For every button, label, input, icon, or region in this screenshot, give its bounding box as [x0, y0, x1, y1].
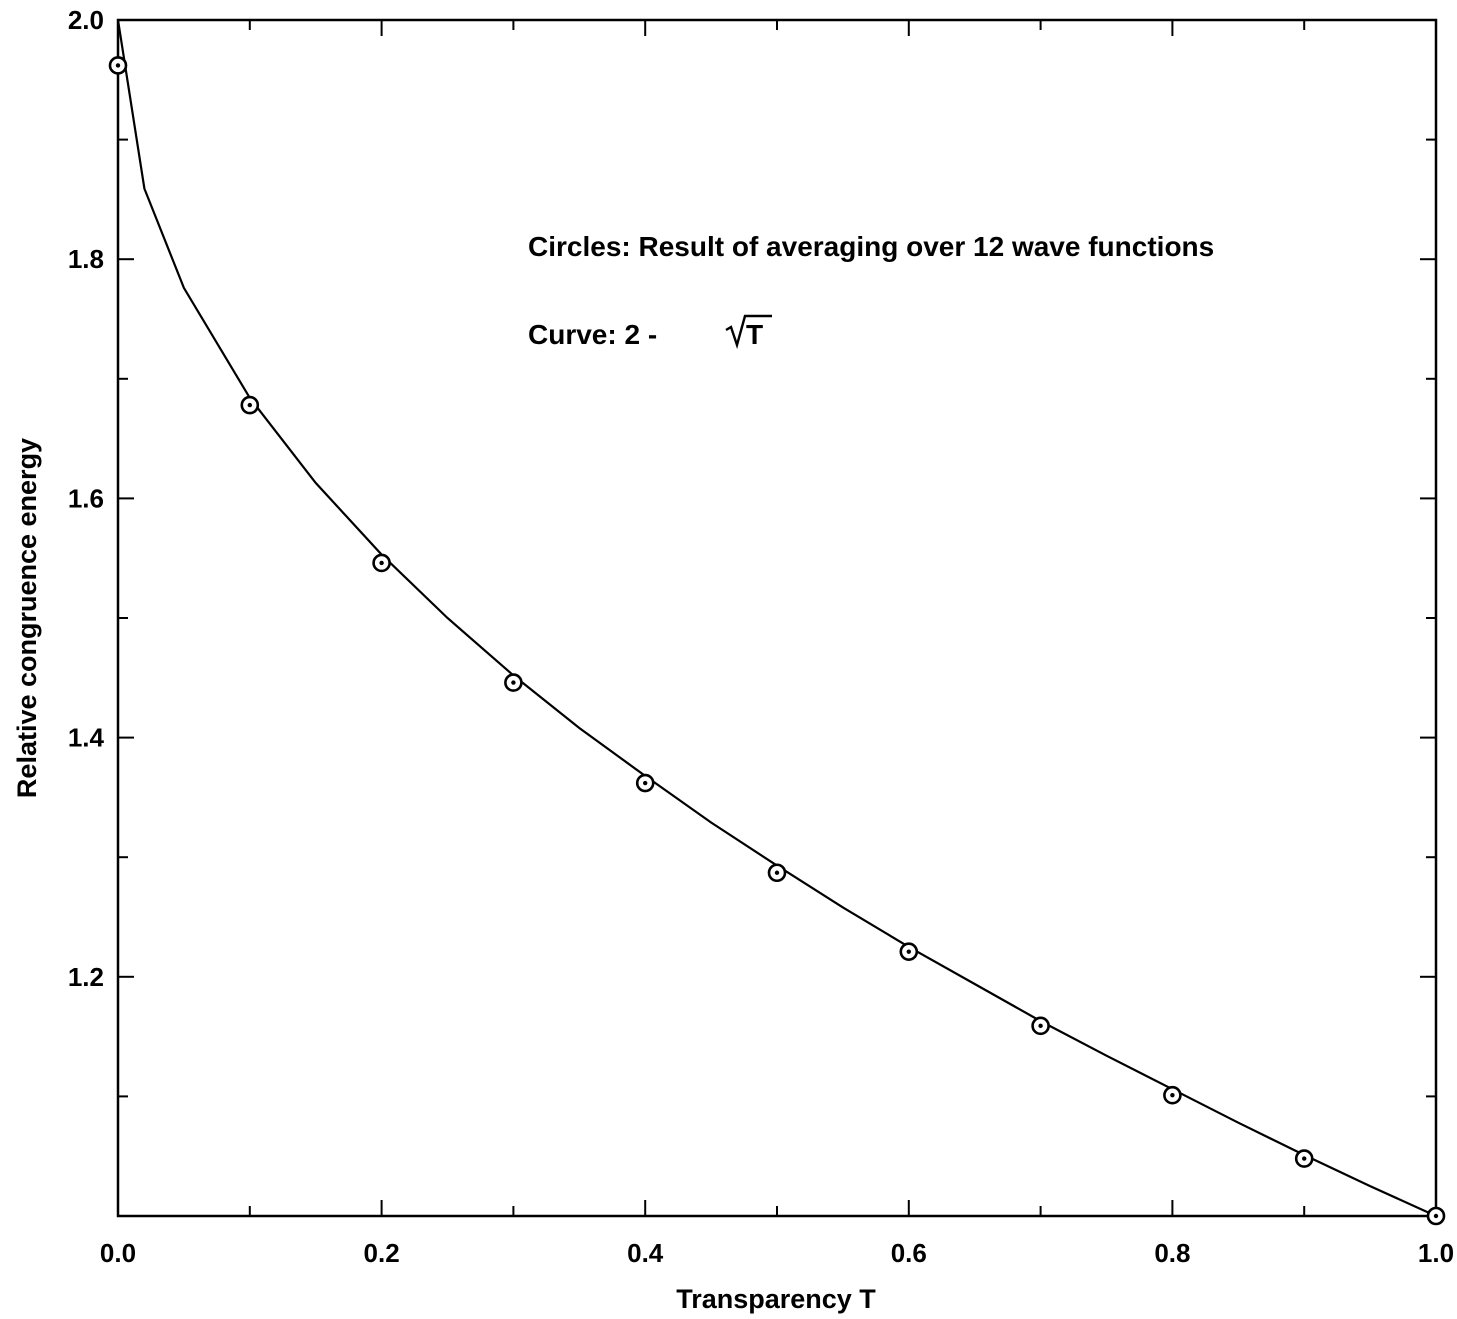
data-point	[899, 942, 919, 961]
y-tick-label: 1.2	[68, 962, 104, 992]
data-point-center	[511, 680, 516, 685]
x-axis-title: Transparency T	[676, 1284, 876, 1314]
data-point-center	[1302, 1156, 1307, 1161]
annotation-circles: Circles: Result of averaging over 12 wav…	[528, 231, 1214, 262]
data-point	[372, 553, 391, 573]
annotation-curve-sqrt-arg: T	[746, 319, 763, 350]
x-tick-label: 0.8	[1154, 1238, 1190, 1268]
data-point	[240, 395, 260, 415]
data-point	[108, 56, 128, 75]
tick-labels: 0.0 0.2 0.4 0.6 0.8 1.0 1.2 1.4 1.6 1.8 2.0	[68, 5, 1454, 1268]
tick-marks	[117, 19, 1437, 1217]
annotation-curve: Curve: 2 -	[528, 319, 657, 350]
data-point-center	[247, 402, 252, 408]
x-tick-label: 0.0	[100, 1238, 136, 1268]
data-point-center	[643, 780, 648, 786]
data-point	[1163, 1085, 1182, 1105]
y-tick-label: 1.6	[68, 483, 104, 513]
y-tick-label: 1.4	[68, 723, 105, 753]
x-tick-label: 0.2	[364, 1238, 400, 1268]
data-point-center	[1433, 1213, 1439, 1219]
x-tick-label: 0.6	[891, 1238, 927, 1268]
y-tick-label: 2.0	[68, 5, 104, 35]
data-point-center	[1170, 1093, 1175, 1098]
data-point-center	[115, 63, 121, 68]
y-axis-title: Relative congruence energy	[12, 438, 42, 798]
data-point	[504, 673, 523, 692]
data-point	[1294, 1149, 1314, 1168]
data-point	[767, 863, 787, 883]
data-point	[1426, 1206, 1446, 1226]
plot-frame	[116, 18, 1438, 1218]
data-point-center	[379, 560, 384, 566]
data-point-center	[906, 949, 911, 954]
data-points	[108, 56, 1446, 1226]
data-point-center	[774, 870, 780, 875]
data-point	[635, 773, 655, 793]
sqrt-symbol: T	[725, 314, 772, 350]
x-tick-label: 1.0	[1418, 1238, 1454, 1268]
data-point-center	[1038, 1023, 1043, 1029]
y-tick-label: 1.8	[68, 244, 104, 274]
curve-2-minus-sqrt-t	[116, 19, 1437, 1218]
data-point	[1031, 1016, 1050, 1036]
x-tick-label: 0.4	[627, 1238, 664, 1268]
